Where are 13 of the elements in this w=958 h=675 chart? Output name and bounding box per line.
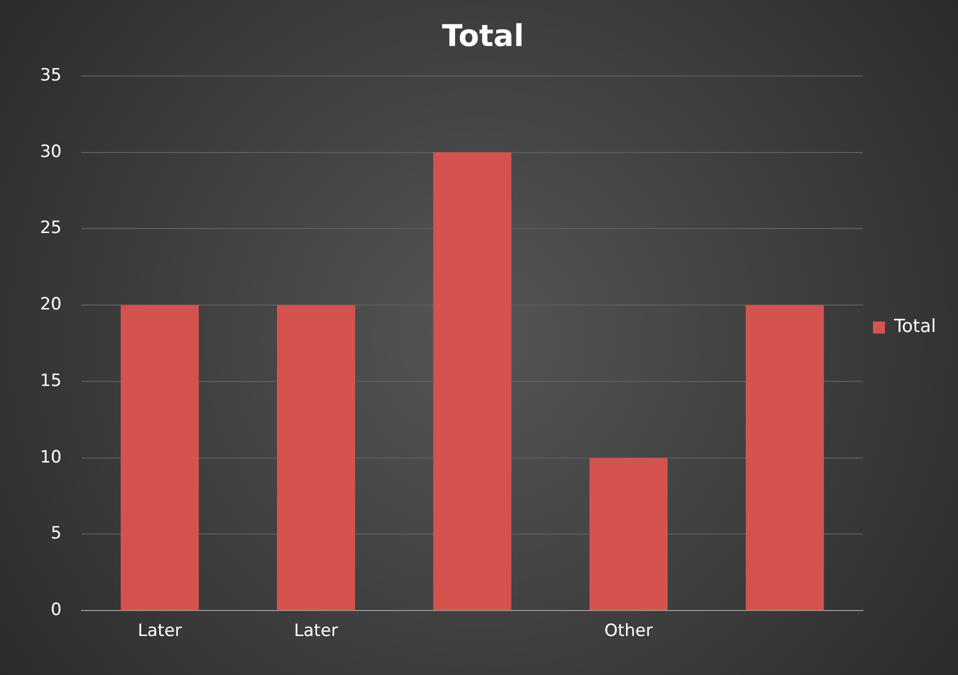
y-tick-label: 10 [40, 447, 62, 468]
legend-label: Total [892, 316, 936, 338]
y-tick-label: 30 [40, 142, 62, 162]
chart-title: Total [442, 18, 524, 54]
y-tick-label: 20 [40, 294, 62, 315]
y-tick-label: 5 [50, 524, 62, 544]
y-tick-label: 15 [40, 370, 62, 391]
x-tick-label: Later [294, 621, 338, 642]
y-tick-label: 35 [40, 65, 62, 86]
x-tick-label: Other [604, 621, 653, 642]
y-tick-label: 0 [50, 600, 62, 620]
x-tick-label: Later [138, 621, 182, 642]
y-tick-label: 25 [40, 218, 62, 238]
